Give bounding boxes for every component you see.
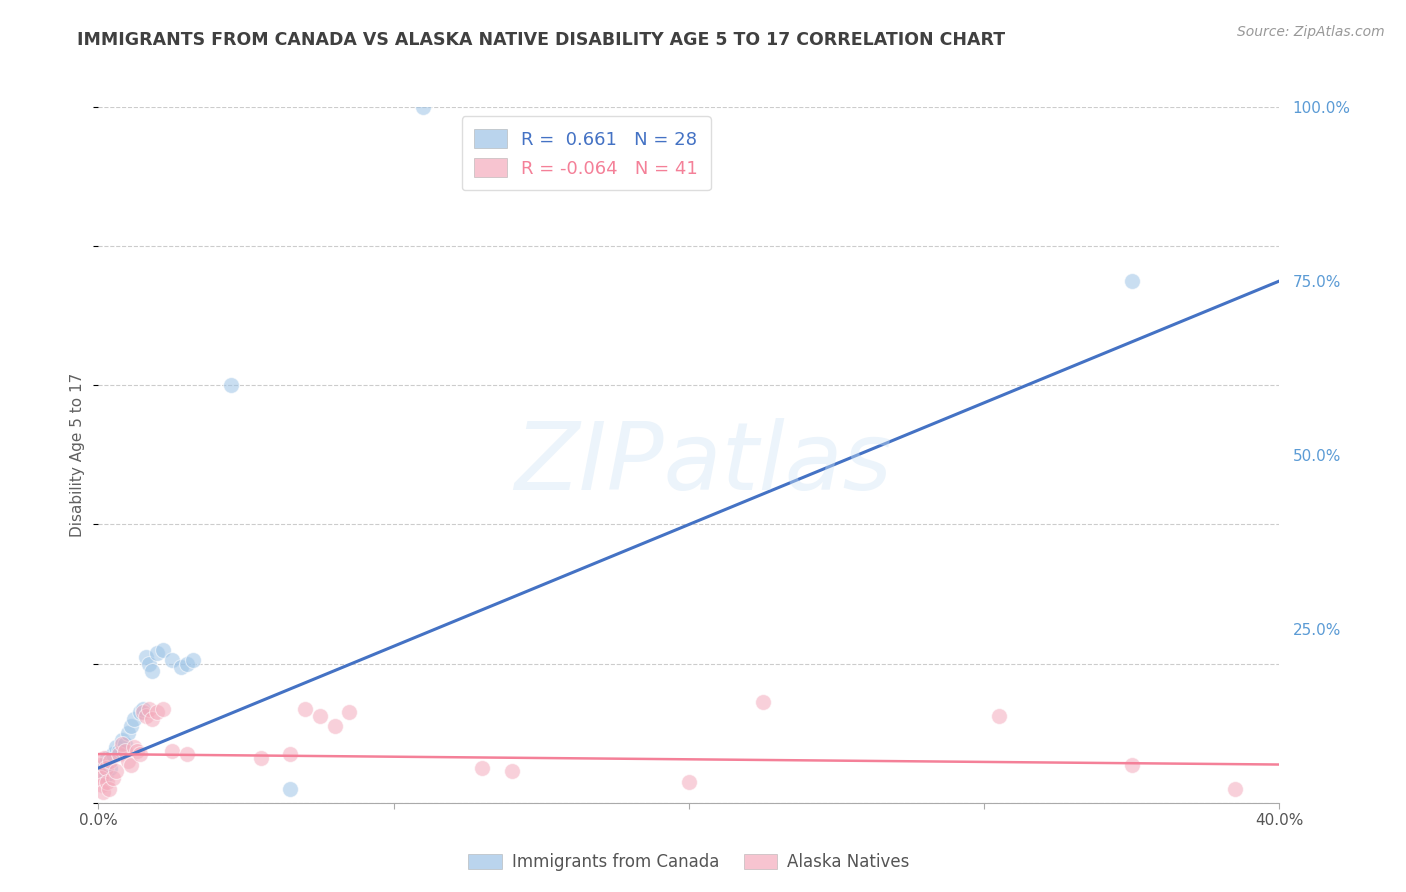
Point bbox=[141, 664, 163, 678]
Point bbox=[135, 649, 157, 664]
Point bbox=[501, 764, 523, 779]
Point bbox=[1121, 757, 1143, 772]
Point bbox=[278, 781, 302, 796]
Point bbox=[111, 733, 134, 747]
Point bbox=[152, 702, 174, 716]
Point bbox=[97, 781, 120, 796]
Point bbox=[309, 708, 332, 723]
Point bbox=[294, 702, 316, 716]
Point bbox=[108, 747, 131, 761]
Point bbox=[103, 772, 125, 786]
Point bbox=[117, 726, 139, 740]
Point bbox=[122, 740, 145, 755]
Point bbox=[170, 660, 193, 674]
Point bbox=[120, 757, 142, 772]
Point bbox=[132, 706, 155, 720]
Text: IMMIGRANTS FROM CANADA VS ALASKA NATIVE DISABILITY AGE 5 TO 17 CORRELATION CHART: IMMIGRANTS FROM CANADA VS ALASKA NATIVE … bbox=[77, 31, 1005, 49]
Point bbox=[108, 744, 131, 758]
Point bbox=[278, 747, 302, 761]
Y-axis label: Disability Age 5 to 17: Disability Age 5 to 17 bbox=[70, 373, 86, 537]
Point bbox=[120, 719, 142, 733]
Point bbox=[141, 712, 163, 726]
Point bbox=[89, 757, 111, 772]
Point bbox=[323, 719, 346, 733]
Point bbox=[132, 702, 155, 716]
Point bbox=[105, 740, 128, 755]
Point bbox=[122, 712, 145, 726]
Point bbox=[751, 695, 773, 709]
Point bbox=[339, 706, 360, 720]
Point bbox=[90, 768, 112, 782]
Point bbox=[176, 747, 198, 761]
Point bbox=[93, 750, 115, 764]
Point bbox=[250, 750, 273, 764]
Point bbox=[162, 744, 183, 758]
Point bbox=[181, 653, 204, 667]
Point bbox=[93, 757, 115, 772]
Point bbox=[1121, 274, 1143, 288]
Text: ZIPatlas: ZIPatlas bbox=[515, 418, 891, 509]
Point bbox=[471, 761, 494, 775]
Point bbox=[98, 754, 121, 768]
Point bbox=[221, 378, 243, 392]
Point bbox=[138, 657, 160, 671]
Point bbox=[96, 775, 118, 789]
Point bbox=[90, 764, 112, 779]
Point bbox=[114, 744, 136, 758]
Point bbox=[412, 100, 434, 114]
Point bbox=[98, 761, 121, 775]
Point bbox=[176, 657, 198, 671]
Point bbox=[91, 778, 114, 792]
Point bbox=[135, 708, 157, 723]
Point bbox=[125, 744, 148, 758]
Point bbox=[91, 785, 114, 799]
Point bbox=[152, 642, 174, 657]
Point bbox=[138, 702, 160, 716]
Point bbox=[105, 764, 128, 779]
Point bbox=[146, 706, 169, 720]
Point bbox=[114, 737, 136, 751]
Point bbox=[128, 747, 150, 761]
Point bbox=[117, 754, 139, 768]
Text: Source: ZipAtlas.com: Source: ZipAtlas.com bbox=[1237, 25, 1385, 39]
Point bbox=[103, 747, 125, 761]
Point bbox=[96, 750, 118, 764]
Point bbox=[94, 761, 117, 775]
Point bbox=[146, 646, 169, 660]
Point bbox=[162, 653, 183, 667]
Point bbox=[90, 772, 112, 786]
Point bbox=[987, 708, 1010, 723]
Legend: Immigrants from Canada, Alaska Natives: Immigrants from Canada, Alaska Natives bbox=[461, 847, 917, 878]
Point bbox=[1223, 781, 1246, 796]
Point bbox=[128, 706, 150, 720]
Point bbox=[94, 768, 117, 782]
Point bbox=[678, 775, 700, 789]
Point bbox=[111, 737, 134, 751]
